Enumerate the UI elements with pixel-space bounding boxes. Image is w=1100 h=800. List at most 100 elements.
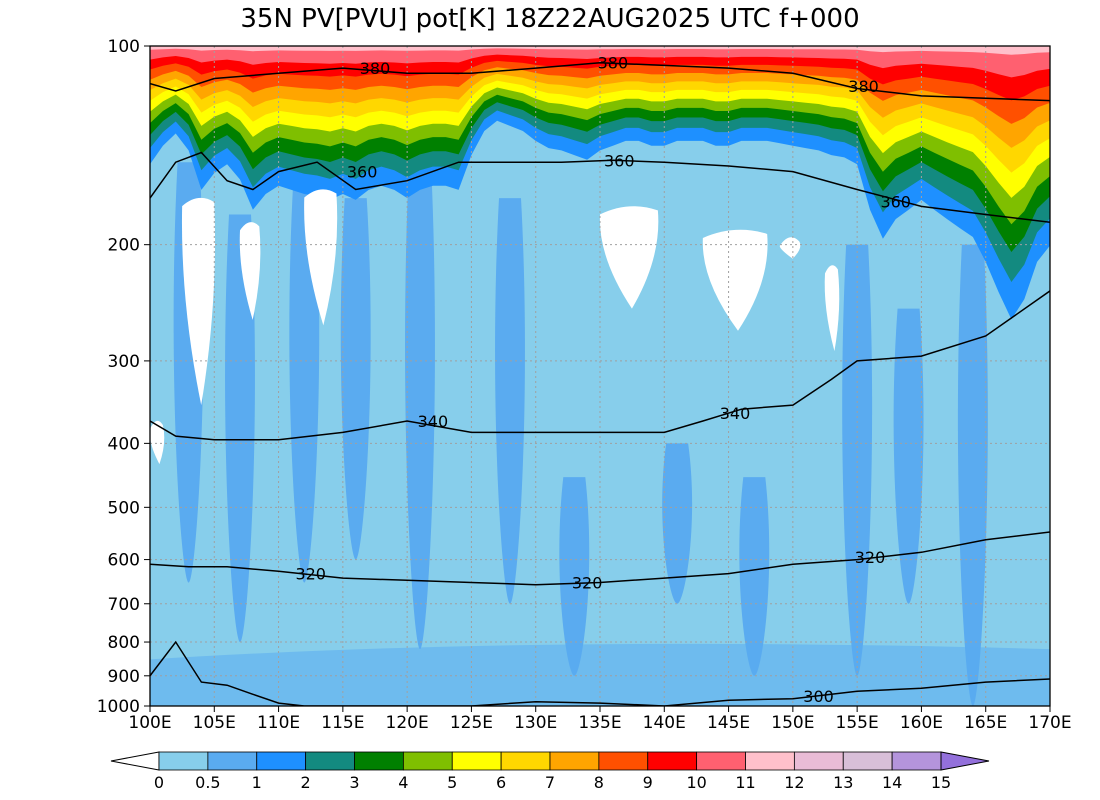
colorbar-segment <box>207 751 258 771</box>
y-tick-label: 800 <box>108 633 140 653</box>
theta-contour-300 <box>150 640 1050 706</box>
y-tick-label: 100 <box>108 37 140 57</box>
low-pv-area-1 <box>181 197 216 406</box>
pv-band-11 <box>150 46 1050 55</box>
colorbar-label: 15 <box>931 773 951 792</box>
contour-label-320: 320 <box>855 548 886 567</box>
theta-contour-340 <box>150 290 1050 441</box>
colorbar-segment <box>500 751 551 771</box>
contour-label-360: 360 <box>880 192 911 211</box>
y-tick-label: 1000 <box>97 697 140 717</box>
low-pv-area-4 <box>599 206 659 309</box>
x-tick-label: 105E <box>193 713 236 733</box>
x-tick-label: 170E <box>1028 713 1071 733</box>
pv-streak-5 <box>495 198 525 604</box>
y-tick-label: 300 <box>108 352 140 372</box>
colorbar-extend-low <box>110 751 160 771</box>
colorbar-segment <box>842 751 893 771</box>
colorbar-label: 3 <box>349 773 359 792</box>
pv-streak-8 <box>739 477 770 676</box>
colorbar-label: 5 <box>447 773 457 792</box>
x-tick-label: 165E <box>964 713 1007 733</box>
colorbar-label: 7 <box>545 773 555 792</box>
y-tick-label: 200 <box>108 236 140 256</box>
colorbar-label: 14 <box>882 773 902 792</box>
theta-contour-360 <box>150 151 1050 224</box>
colorbar-segment <box>549 751 600 771</box>
colorbar-label: 0.5 <box>195 773 220 792</box>
low-pv-area-7 <box>824 265 840 352</box>
colorbar-segment <box>451 751 502 771</box>
contour-label-380: 380 <box>598 54 629 73</box>
colorbar-segment <box>354 751 404 771</box>
x-tick-label: 110E <box>257 713 300 733</box>
colorbar-segment <box>745 751 795 771</box>
x-tick-label: 150E <box>771 713 814 733</box>
x-tick-label: 115E <box>321 713 364 733</box>
x-tick-label: 145E <box>707 713 750 733</box>
x-tick-label: 100E <box>128 713 171 733</box>
colorbar-label: 13 <box>833 773 853 792</box>
colorbar-segment <box>305 751 355 771</box>
contour-label-380: 380 <box>848 77 879 96</box>
colorbar-label: 11 <box>735 773 755 792</box>
colorbar-segment <box>793 751 844 771</box>
y-tick-label: 500 <box>108 498 140 518</box>
pv-streak-7 <box>662 443 693 604</box>
colorbar-segment <box>402 751 453 771</box>
colorbar-label: 1 <box>252 773 262 792</box>
colorbar-label: 12 <box>784 773 804 792</box>
y-tick-label: 900 <box>108 667 140 687</box>
pv-streak-10 <box>893 308 924 604</box>
y-tick-label: 400 <box>108 434 140 454</box>
pv-streak-2 <box>289 180 320 583</box>
pv-streak-6 <box>559 477 590 676</box>
low-pv-area-6 <box>779 237 801 259</box>
colorbar-label: 10 <box>686 773 706 792</box>
colorbar-segment <box>256 751 307 771</box>
colorbar-segment <box>647 751 698 771</box>
low-pv-area-5 <box>702 229 768 331</box>
contour-label-320: 320 <box>572 574 603 593</box>
colorbar-label: 8 <box>594 773 604 792</box>
pv-streak-11 <box>957 244 988 706</box>
colorbar-segment <box>696 751 746 771</box>
contour-label-380: 380 <box>360 59 391 78</box>
pv-streak-3 <box>340 198 371 560</box>
colorbar-label: 0 <box>154 773 164 792</box>
pv-streak-1 <box>225 214 255 643</box>
y-tick-label: 700 <box>108 595 140 615</box>
x-tick-label: 140E <box>643 713 686 733</box>
pv-band-10 <box>150 46 1050 78</box>
x-tick-label: 155E <box>836 713 879 733</box>
x-tick-label: 130E <box>514 713 557 733</box>
x-tick-label: 160E <box>900 713 943 733</box>
low-pv-area-2 <box>239 222 261 320</box>
pv-streak-4 <box>405 162 435 650</box>
x-tick-label: 135E <box>578 713 621 733</box>
low-pv-area-3 <box>304 189 338 326</box>
contour-label-320: 320 <box>295 565 326 584</box>
colorbar-label: 9 <box>643 773 653 792</box>
colorbar-segment <box>891 751 942 771</box>
colorbar-segment <box>598 751 649 771</box>
theta-contour-380 <box>150 61 1050 102</box>
colorbar-label: 2 <box>301 773 311 792</box>
contour-label-360: 360 <box>347 163 378 182</box>
contour-label-360: 360 <box>604 151 635 170</box>
colorbar-label: 4 <box>398 773 408 792</box>
theta-contour-320 <box>150 531 1050 586</box>
contour-label-340: 340 <box>418 412 449 431</box>
low-pv-area-0 <box>150 420 165 465</box>
colorbar-label: 6 <box>496 773 506 792</box>
x-tick-label: 120E <box>386 713 429 733</box>
colorbar-segment <box>158 751 209 771</box>
pv-lower-band <box>150 643 1050 706</box>
y-tick-label: 600 <box>108 551 140 571</box>
chart-title: 35N PV[PVU] pot[K] 18Z22AUG2025 UTC f+00… <box>240 4 860 34</box>
contour-label-340: 340 <box>720 404 751 423</box>
contour-label-300: 300 <box>803 687 834 706</box>
x-tick-label: 125E <box>450 713 493 733</box>
colorbar-extend-high <box>940 751 990 771</box>
